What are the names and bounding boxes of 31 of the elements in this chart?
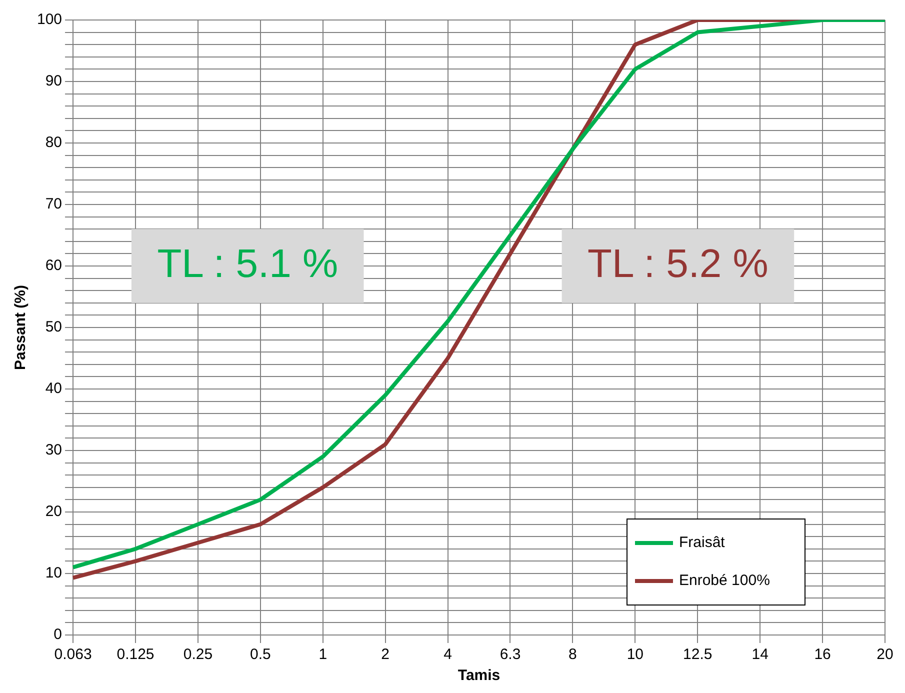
x-tick-label: 0.5 bbox=[250, 646, 271, 664]
y-tick-label: 100 bbox=[36, 11, 62, 28]
y-tick-label: 20 bbox=[45, 503, 62, 520]
y-tick-label: 90 bbox=[45, 72, 62, 90]
x-tick-label: 4 bbox=[444, 646, 452, 664]
annotation: TL : 5.2 % bbox=[588, 242, 768, 286]
y-tick-label: 40 bbox=[45, 380, 62, 398]
x-tick-label: 2 bbox=[381, 646, 390, 664]
y-tick-label: 50 bbox=[45, 318, 62, 336]
x-tick-label: 12.5 bbox=[683, 646, 712, 664]
x-tick-label: 14 bbox=[752, 646, 768, 664]
y-axis-title: Passant (%) bbox=[12, 284, 30, 370]
y-tick-label: 0 bbox=[54, 626, 62, 644]
x-tick-label: 8 bbox=[568, 646, 577, 664]
x-tick-label: 0.25 bbox=[183, 646, 213, 664]
x-tick-label: 10 bbox=[626, 646, 644, 664]
y-tick-label: 70 bbox=[45, 196, 62, 213]
y-tick-label: 80 bbox=[45, 134, 62, 152]
x-axis-title: Tamis bbox=[458, 667, 500, 684]
legend-label: Enrobé 100% bbox=[679, 572, 770, 590]
x-tick-label: 20 bbox=[876, 646, 894, 664]
x-tick-label: 0.125 bbox=[116, 646, 154, 664]
y-tick-label: 60 bbox=[45, 257, 62, 274]
y-tick-label: 30 bbox=[45, 442, 62, 459]
legend-label: Fraisât bbox=[679, 534, 726, 552]
x-tick-label: 16 bbox=[814, 646, 831, 664]
x-tick-label: 1 bbox=[318, 646, 328, 664]
x-tick-label: 6.3 bbox=[500, 646, 521, 664]
x-tick-label: 0.063 bbox=[54, 646, 92, 664]
annotation: TL : 5.1 % bbox=[157, 242, 338, 286]
y-tick-label: 10 bbox=[45, 564, 62, 582]
